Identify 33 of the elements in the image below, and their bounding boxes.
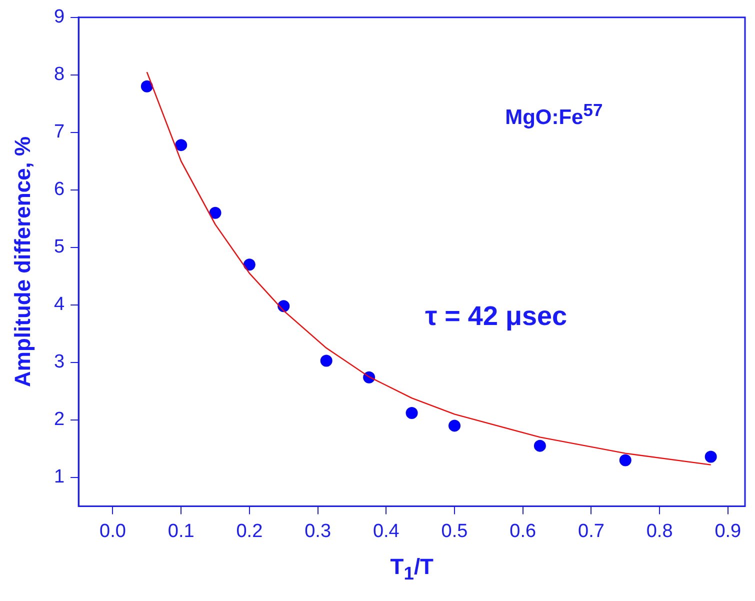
annotation: MgO:Fe$^{57}$ <box>505 100 603 130</box>
y-tick-label: 6 <box>54 179 65 200</box>
y-tick-label: 7 <box>54 122 65 143</box>
x-tick-label: 0.1 <box>168 520 194 542</box>
point <box>243 258 256 271</box>
annotation: τ = 42 μsec <box>425 300 568 332</box>
y-tick-label: 2 <box>54 409 65 430</box>
point <box>534 440 546 452</box>
point <box>406 407 418 420</box>
point <box>320 354 332 367</box>
y-tick-label: 1 <box>54 466 65 488</box>
x-tick-label: 0.3 <box>304 520 332 542</box>
x-tick-label: 0.4 <box>372 520 400 542</box>
point <box>704 450 717 463</box>
y-tick-label: 5 <box>54 236 65 258</box>
x-tick-label: 0.8 <box>646 520 673 542</box>
y-axis-title: Amplitude difference, % <box>10 136 36 388</box>
x-tick-label: 0.5 <box>441 520 468 542</box>
point <box>448 420 461 432</box>
x-tick-label: 0.7 <box>578 520 604 542</box>
point <box>209 206 222 219</box>
x-tick-label: 0.2 <box>236 520 263 542</box>
point <box>175 139 188 152</box>
point <box>140 80 153 92</box>
y-tick-label: 8 <box>54 64 65 86</box>
y-tick-label: 3 <box>54 352 65 373</box>
x-axis-title: T$_{1}$/T <box>390 554 434 585</box>
x-tick-label: 0.9 <box>714 520 742 542</box>
point <box>619 454 632 466</box>
x-tick-label: 0.0 <box>100 520 126 542</box>
x-tick-label: 0.6 <box>510 520 536 542</box>
y-tick-label: 9 <box>54 6 65 28</box>
y-tick-label: 4 <box>54 294 65 316</box>
